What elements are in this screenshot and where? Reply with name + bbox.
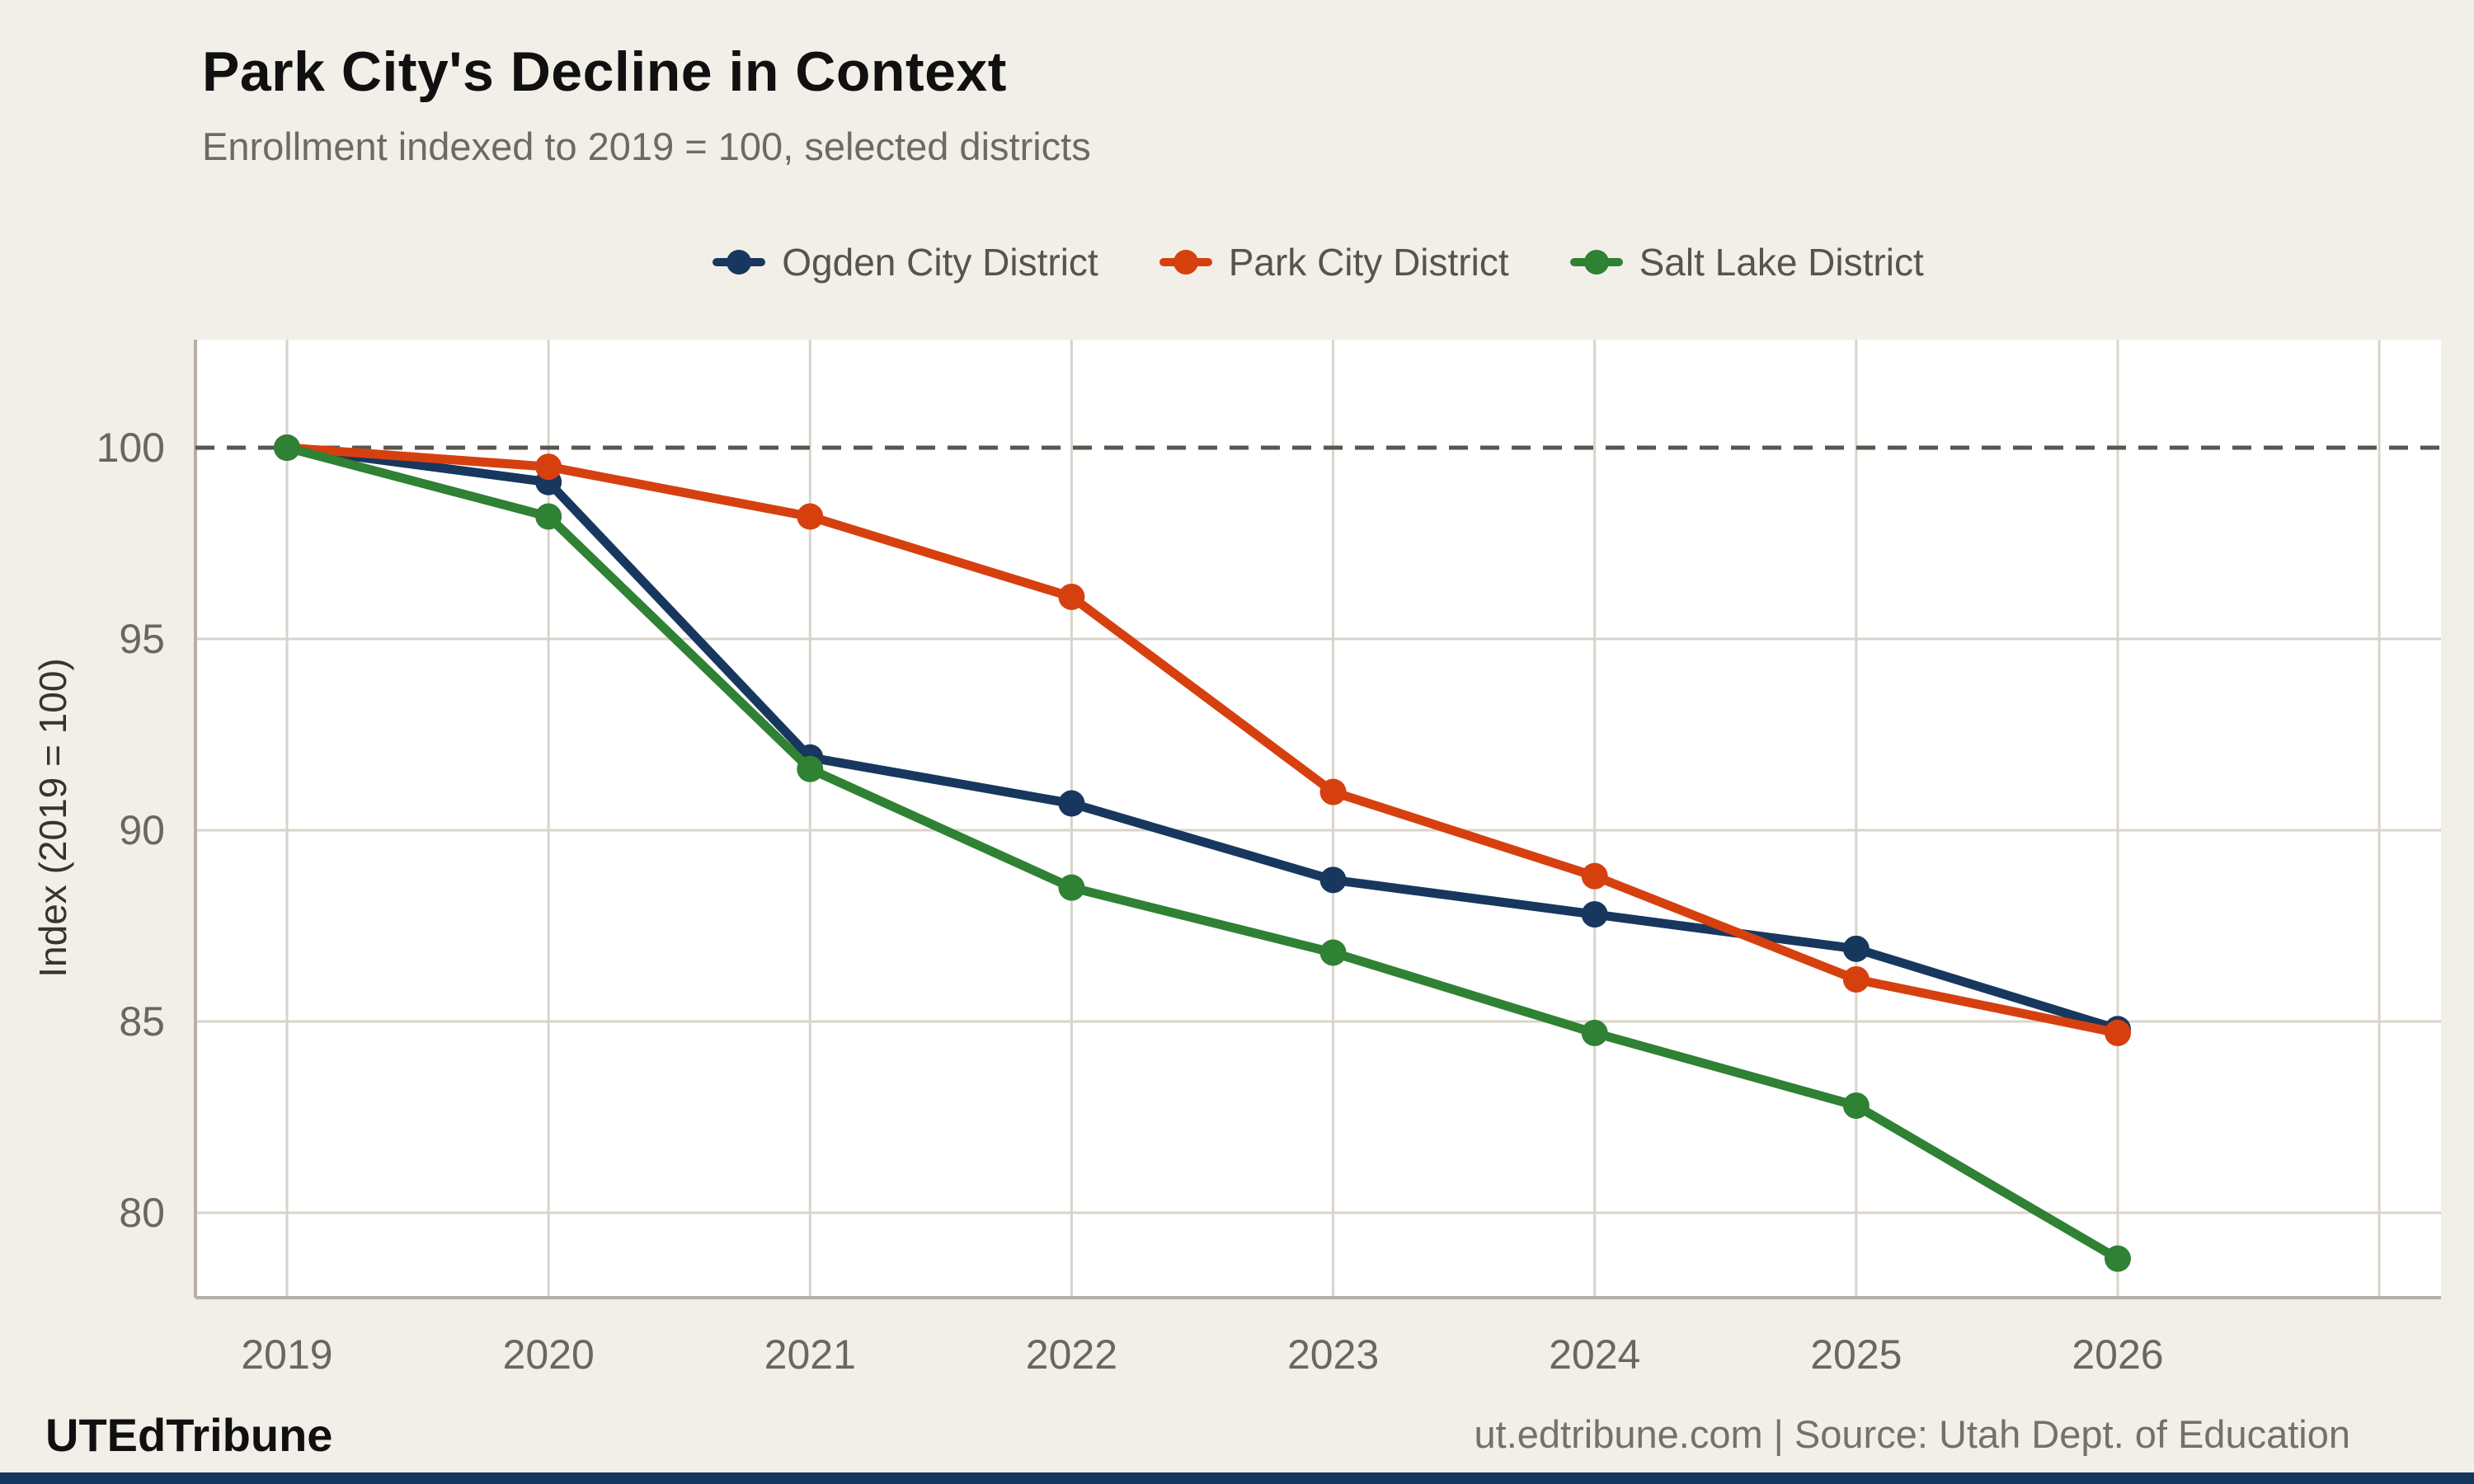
x-tick-label: 2025 bbox=[1810, 1331, 1902, 1378]
x-tick-label: 2020 bbox=[503, 1331, 595, 1378]
data-point-ogden-city-district-2022 bbox=[1058, 790, 1085, 817]
data-point-salt-lake-district-2026 bbox=[2104, 1245, 2131, 1272]
data-point-park-city-district-2022 bbox=[1058, 583, 1085, 610]
legend-item-ogden-city-district: Ogden City District bbox=[713, 240, 1098, 284]
y-tick-label: 95 bbox=[119, 616, 165, 662]
legend-line-dot-icon bbox=[1569, 249, 1623, 275]
y-tick-label: 100 bbox=[96, 425, 165, 471]
x-tick-label: 2023 bbox=[1287, 1331, 1379, 1378]
data-point-ogden-city-district-2024 bbox=[1581, 901, 1608, 928]
data-point-salt-lake-district-2019 bbox=[274, 434, 300, 461]
series-line-park-city-district bbox=[286, 443, 2119, 1038]
legend-item-salt-lake-district: Salt Lake District bbox=[1569, 240, 1924, 284]
legend-label: Salt Lake District bbox=[1639, 241, 1924, 284]
data-point-salt-lake-district-2025 bbox=[1842, 1092, 1870, 1120]
data-point-park-city-district-2021 bbox=[797, 503, 824, 530]
data-point-park-city-district-2020 bbox=[535, 453, 562, 481]
data-point-salt-lake-district-2023 bbox=[1319, 939, 1347, 966]
y-axis-title: Index (2019 = 100) bbox=[31, 658, 74, 978]
legend-line-dot-icon bbox=[1159, 249, 1212, 275]
data-point-salt-lake-district-2021 bbox=[797, 755, 824, 782]
x-tick-label: 2019 bbox=[241, 1331, 332, 1378]
data-point-park-city-district-2024 bbox=[1581, 862, 1608, 890]
data-point-park-city-district-2023 bbox=[1319, 778, 1347, 805]
footer-source: ut.edtribune.com | Source: Utah Dept. of… bbox=[1474, 1412, 2350, 1456]
data-point-salt-lake-district-2020 bbox=[535, 503, 562, 530]
y-tick-label: 90 bbox=[119, 807, 165, 853]
footer-brand: UTEdTribune bbox=[45, 1409, 333, 1461]
x-tick-label: 2021 bbox=[764, 1331, 856, 1378]
x-tick-label: 2026 bbox=[2072, 1331, 2163, 1378]
series-line-salt-lake-district bbox=[285, 443, 2120, 1263]
data-point-park-city-district-2026 bbox=[2104, 1019, 2131, 1046]
data-point-ogden-city-district-2023 bbox=[1319, 866, 1347, 894]
x-tick-label: 2024 bbox=[1549, 1331, 1640, 1378]
legend-label: Park City District bbox=[1228, 241, 1509, 284]
series-line-ogden-city-district bbox=[286, 443, 2119, 1034]
chart-subtitle: Enrollment indexed to 2019 = 100, select… bbox=[202, 124, 1091, 168]
chart-title: Park City's Decline in Context bbox=[202, 40, 1007, 103]
legend-item-park-city-district: Park City District bbox=[1159, 240, 1509, 284]
footer-bar bbox=[0, 1472, 2474, 1484]
legend-label: Ogden City District bbox=[782, 241, 1098, 284]
y-tick-label: 85 bbox=[119, 998, 165, 1045]
legend: Ogden City District Park City District Sal… bbox=[195, 229, 2441, 295]
x-tick-label: 2022 bbox=[1026, 1331, 1117, 1378]
data-point-park-city-district-2025 bbox=[1842, 965, 1870, 993]
data-point-salt-lake-district-2024 bbox=[1581, 1019, 1608, 1046]
y-tick-label: 80 bbox=[119, 1190, 165, 1236]
legend-line-dot-icon bbox=[713, 249, 766, 275]
data-point-ogden-city-district-2025 bbox=[1842, 935, 1870, 962]
data-point-salt-lake-district-2022 bbox=[1058, 874, 1085, 901]
